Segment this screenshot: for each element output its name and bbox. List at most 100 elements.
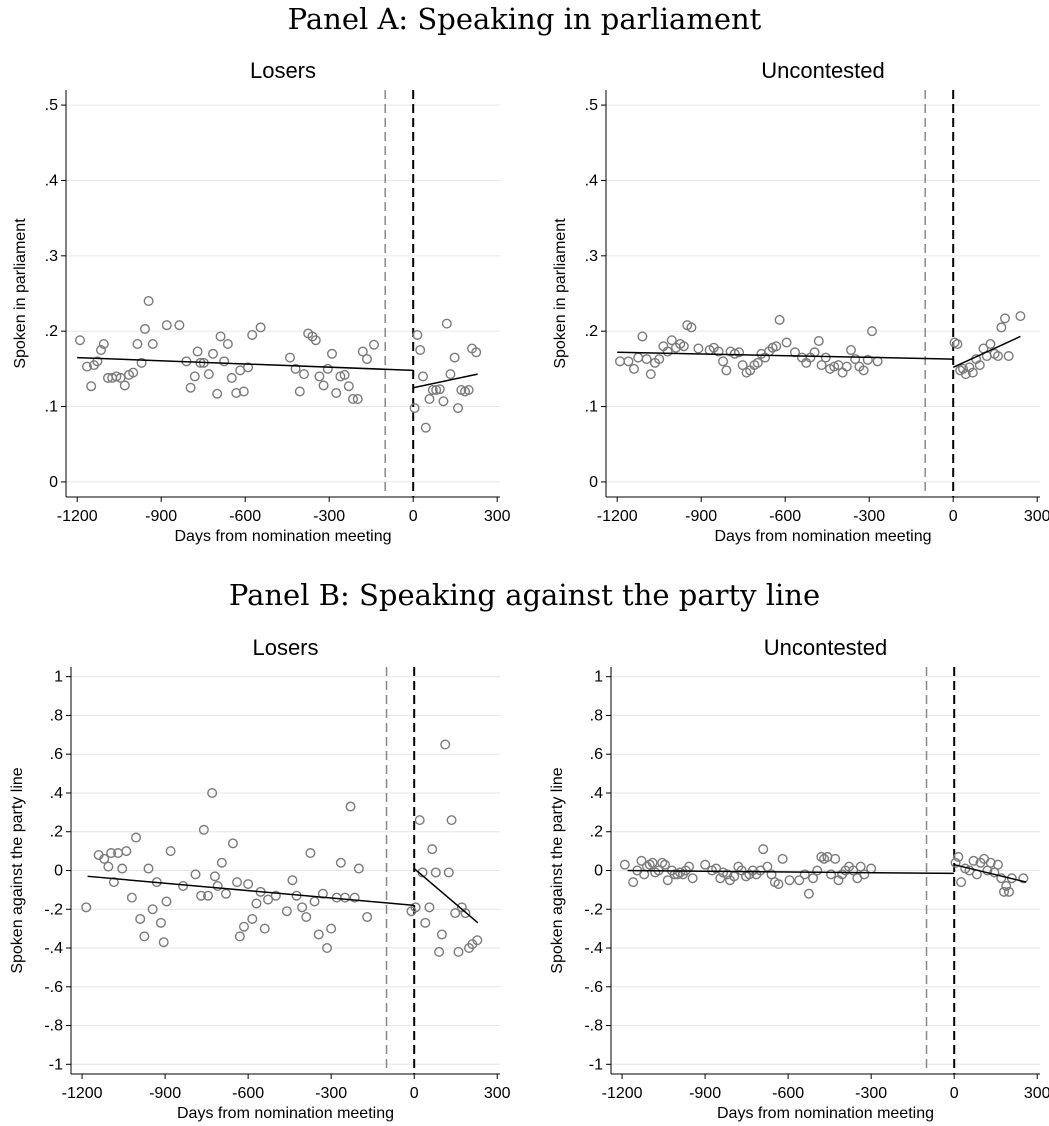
data-point — [139, 931, 150, 942]
y-tick-label: .4 — [50, 785, 63, 802]
data-point — [985, 338, 996, 349]
data-point — [414, 815, 425, 826]
data-point — [161, 896, 172, 907]
data-point — [174, 320, 185, 331]
data-point — [305, 848, 316, 859]
x-tick-label: -1200 — [62, 1085, 103, 1102]
y-tick-label: 0 — [589, 474, 598, 491]
data-point — [841, 361, 852, 372]
data-point — [953, 851, 964, 862]
data-point — [662, 875, 673, 886]
data-point — [297, 902, 308, 913]
x-tick-label: -1200 — [57, 508, 98, 525]
y-tick-label: .8 — [590, 707, 603, 724]
data-point — [633, 352, 644, 363]
data-point — [259, 923, 270, 934]
data-point — [993, 351, 1004, 362]
plot-3: Losers -1 -.8 -.6 -.4 -.2 0 .2 .4 .6 .8 1 -1200 -900 -… — [9, 635, 511, 1122]
data-point — [219, 356, 230, 367]
data-point — [427, 844, 438, 855]
fit-line-post — [954, 863, 1027, 883]
y-tick-label: .4 — [590, 785, 603, 802]
data-point — [645, 369, 656, 380]
data-point — [816, 851, 827, 862]
data-point — [784, 875, 795, 886]
y-tick-label: .2 — [45, 323, 58, 340]
data-point — [436, 929, 447, 940]
data-point — [799, 869, 810, 880]
data-point — [424, 902, 435, 913]
x-tick-label: -600 — [772, 1085, 804, 1102]
data-point — [209, 871, 220, 882]
data-point — [121, 846, 132, 857]
data-point — [165, 846, 176, 857]
data-point — [427, 384, 438, 395]
data-point — [207, 348, 218, 359]
data-point — [222, 338, 233, 349]
data-point — [185, 382, 196, 393]
x-tick-label: 0 — [410, 1085, 419, 1102]
x-tick-label: -600 — [232, 1085, 264, 1102]
data-point — [443, 867, 454, 878]
data-point — [666, 335, 677, 346]
y-tick-label: -.8 — [44, 1018, 63, 1035]
data-point — [647, 857, 658, 868]
data-point — [92, 356, 103, 367]
data-point — [147, 338, 158, 349]
data-point — [212, 881, 223, 892]
data-point — [353, 863, 364, 874]
data-point — [247, 913, 258, 924]
data-point — [132, 338, 143, 349]
data-point — [812, 865, 823, 876]
data-point — [762, 861, 773, 872]
data-point — [190, 869, 201, 880]
data-point — [335, 371, 346, 382]
data-point — [147, 904, 158, 915]
data-point — [700, 859, 711, 870]
data-point — [247, 329, 258, 340]
data-point — [774, 314, 785, 325]
x-tick-label: -1200 — [597, 508, 638, 525]
y-tick-label: -.6 — [584, 979, 603, 996]
data-point — [412, 329, 423, 340]
fit-line-post — [413, 867, 479, 924]
data-point — [826, 869, 837, 880]
data-point — [327, 348, 338, 359]
data-point — [409, 403, 420, 414]
data-point — [952, 338, 963, 349]
data-point — [820, 352, 831, 363]
data-point — [859, 869, 870, 880]
data-point — [143, 296, 154, 307]
data-point — [424, 394, 435, 405]
data-point — [721, 365, 732, 376]
data-point — [234, 931, 245, 942]
plot-title: Uncontested — [764, 635, 888, 660]
data-point — [803, 888, 814, 899]
data-point — [251, 898, 262, 909]
data-point — [992, 859, 1003, 870]
data-point — [629, 363, 640, 374]
data-point — [848, 865, 859, 876]
data-point — [345, 801, 356, 812]
x-tick-label: 300 — [484, 508, 511, 525]
y-tick-label: .8 — [50, 707, 63, 724]
data-point — [420, 422, 431, 433]
data-point — [189, 371, 200, 382]
data-point — [672, 869, 683, 880]
data-point — [343, 381, 354, 392]
data-point — [729, 348, 740, 359]
data-point — [453, 946, 464, 957]
data-point — [362, 354, 373, 365]
x-axis-label: Days from nomination meeting — [715, 528, 932, 545]
data-point — [654, 354, 665, 365]
data-point — [99, 853, 110, 864]
y-tick-label: .6 — [50, 746, 63, 763]
data-point — [431, 384, 442, 395]
data-point — [326, 923, 337, 934]
y-tick-label: .4 — [45, 172, 58, 189]
data-point — [227, 838, 238, 849]
x-axis-label: Days from nomination meeting — [175, 528, 392, 545]
x-tick-label: -300 — [313, 508, 345, 525]
y-tick-label: .5 — [585, 97, 598, 114]
